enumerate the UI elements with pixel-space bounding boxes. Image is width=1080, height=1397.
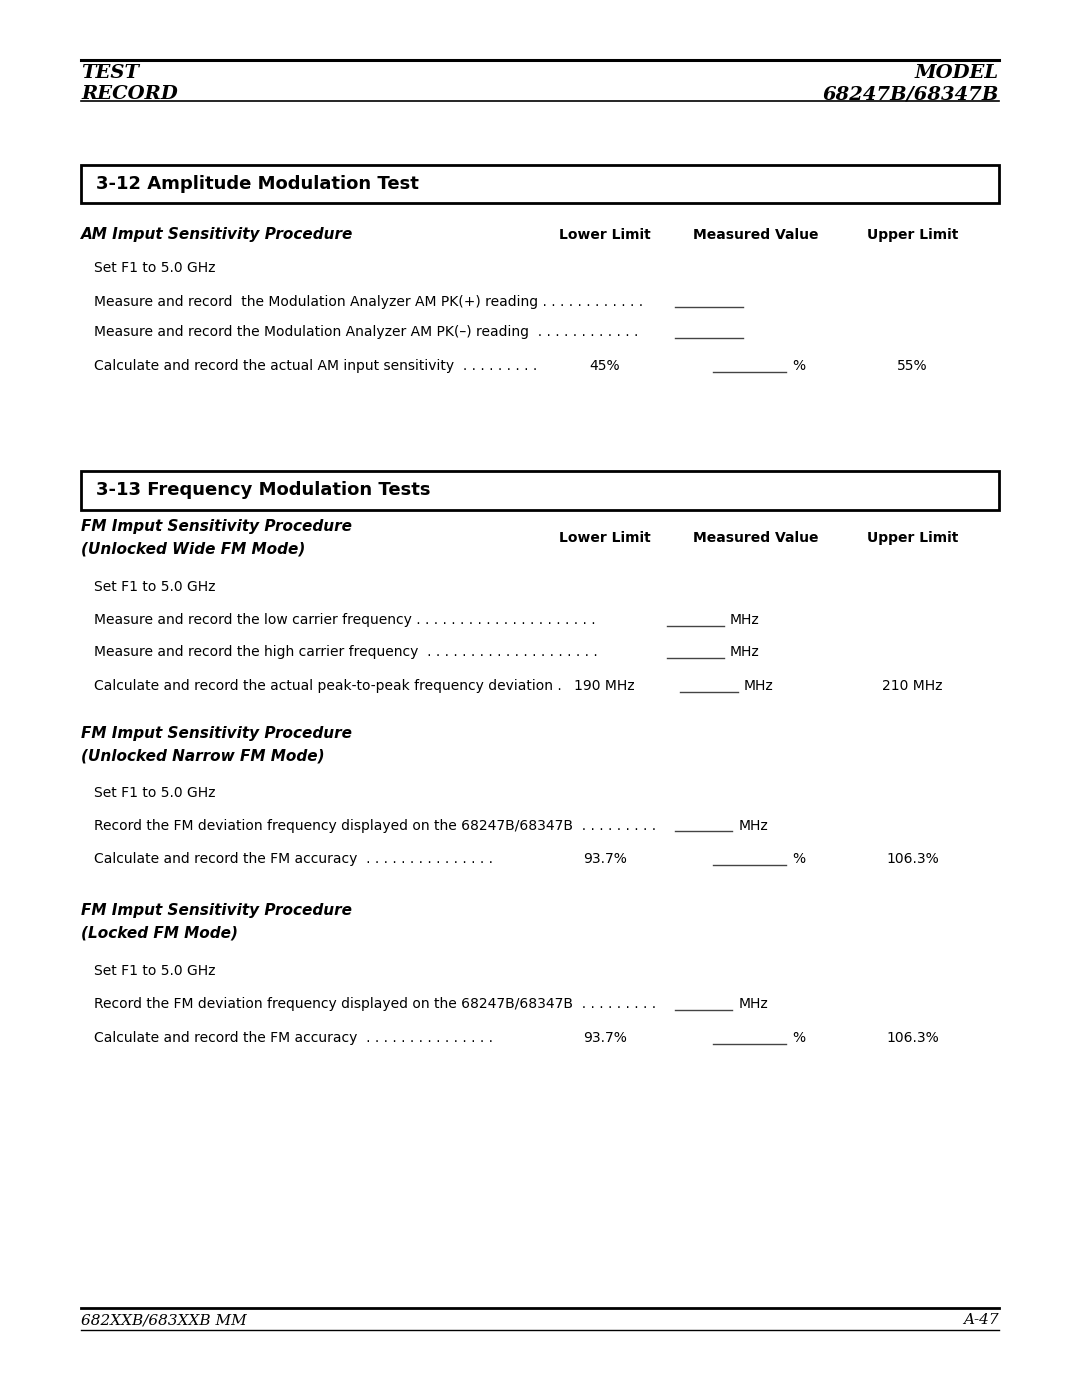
Text: A-47: A-47: [963, 1313, 999, 1327]
Text: MHz: MHz: [744, 679, 774, 693]
Text: Upper Limit: Upper Limit: [867, 531, 958, 545]
Text: Calculate and record the actual AM input sensitivity  . . . . . . . . .: Calculate and record the actual AM input…: [94, 359, 537, 373]
Text: TEST
RECORD: TEST RECORD: [81, 64, 178, 103]
Text: 210 MHz: 210 MHz: [882, 679, 943, 693]
Text: Calculate and record the FM accuracy  . . . . . . . . . . . . . . .: Calculate and record the FM accuracy . .…: [94, 852, 492, 866]
Text: FM Imput Sensitivity Procedure: FM Imput Sensitivity Procedure: [81, 904, 352, 918]
Text: MHz: MHz: [730, 645, 760, 659]
Text: Lower Limit: Lower Limit: [559, 228, 650, 242]
Text: MHz: MHz: [739, 819, 769, 833]
Text: 93.7%: 93.7%: [583, 1031, 626, 1045]
Text: 3-12 Amplitude Modulation Test: 3-12 Amplitude Modulation Test: [96, 175, 419, 193]
Text: Set F1 to 5.0 GHz: Set F1 to 5.0 GHz: [94, 261, 215, 275]
Text: Record the FM deviation frequency displayed on the 68247B/68347B  . . . . . . . : Record the FM deviation frequency displa…: [94, 819, 656, 833]
Text: Upper Limit: Upper Limit: [867, 228, 958, 242]
Text: (Unlocked Wide FM Mode): (Unlocked Wide FM Mode): [81, 542, 306, 556]
Text: 3-13 Frequency Modulation Tests: 3-13 Frequency Modulation Tests: [96, 482, 431, 499]
Text: (Unlocked Narrow FM Mode): (Unlocked Narrow FM Mode): [81, 749, 325, 763]
Bar: [81, 471, 999, 510]
Text: FM Imput Sensitivity Procedure: FM Imput Sensitivity Procedure: [81, 726, 352, 740]
Text: MODEL
68247B/68347B: MODEL 68247B/68347B: [823, 64, 999, 103]
Text: Measured Value: Measured Value: [693, 531, 819, 545]
Text: Measured Value: Measured Value: [693, 228, 819, 242]
Text: 106.3%: 106.3%: [887, 852, 939, 866]
Text: Measure and record  the Modulation Analyzer AM PK(+) reading . . . . . . . . . .: Measure and record the Modulation Analyz…: [94, 295, 643, 309]
Text: 682XXB/683XXB MM: 682XXB/683XXB MM: [81, 1313, 246, 1327]
Text: Record the FM deviation frequency displayed on the 68247B/68347B  . . . . . . . : Record the FM deviation frequency displa…: [94, 997, 656, 1011]
Text: 93.7%: 93.7%: [583, 852, 626, 866]
Text: Set F1 to 5.0 GHz: Set F1 to 5.0 GHz: [94, 964, 215, 978]
Text: 55%: 55%: [897, 359, 928, 373]
Text: 45%: 45%: [590, 359, 620, 373]
Text: 106.3%: 106.3%: [887, 1031, 939, 1045]
Text: MHz: MHz: [739, 997, 769, 1011]
Text: %: %: [793, 359, 806, 373]
Text: %: %: [793, 1031, 806, 1045]
Text: Calculate and record the actual peak-to-peak frequency deviation .: Calculate and record the actual peak-to-…: [94, 679, 562, 693]
Text: Lower Limit: Lower Limit: [559, 531, 650, 545]
Text: Set F1 to 5.0 GHz: Set F1 to 5.0 GHz: [94, 580, 215, 594]
Text: %: %: [793, 852, 806, 866]
Text: FM Imput Sensitivity Procedure: FM Imput Sensitivity Procedure: [81, 520, 352, 534]
Text: (Locked FM Mode): (Locked FM Mode): [81, 926, 238, 940]
Bar: [81, 165, 999, 203]
Text: AM Imput Sensitivity Procedure: AM Imput Sensitivity Procedure: [81, 228, 353, 242]
Text: Measure and record the high carrier frequency  . . . . . . . . . . . . . . . . .: Measure and record the high carrier freq…: [94, 645, 597, 659]
Text: Measure and record the low carrier frequency . . . . . . . . . . . . . . . . . .: Measure and record the low carrier frequ…: [94, 613, 595, 627]
Text: Set F1 to 5.0 GHz: Set F1 to 5.0 GHz: [94, 787, 215, 800]
Text: MHz: MHz: [730, 613, 760, 627]
Text: Calculate and record the FM accuracy  . . . . . . . . . . . . . . .: Calculate and record the FM accuracy . .…: [94, 1031, 492, 1045]
Text: 190 MHz: 190 MHz: [575, 679, 635, 693]
Text: Measure and record the Modulation Analyzer AM PK(–) reading  . . . . . . . . . .: Measure and record the Modulation Analyz…: [94, 326, 638, 339]
